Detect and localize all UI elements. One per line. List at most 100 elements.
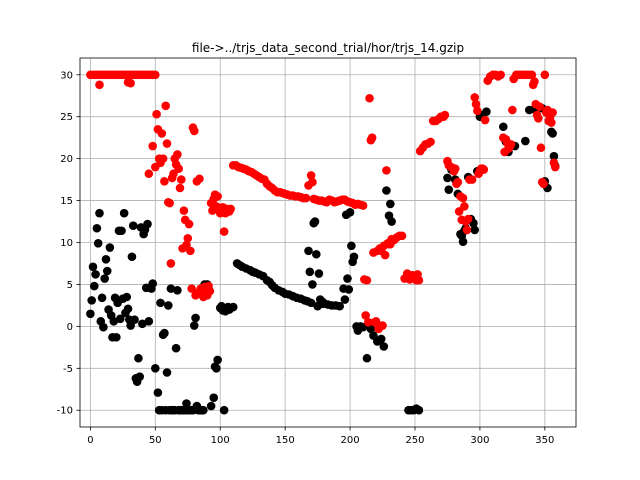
data-point (109, 317, 119, 326)
data-point (308, 280, 317, 289)
x-tick-label: 0 (87, 435, 93, 446)
data-point (308, 177, 317, 187)
data-point (160, 176, 169, 186)
data-point (175, 183, 185, 193)
data-point (458, 193, 468, 203)
data-point (414, 405, 424, 415)
data-point (380, 250, 390, 260)
data-point (314, 269, 324, 278)
data-point (304, 246, 313, 256)
data-point (158, 154, 168, 163)
ticks-layer: 0 50 100 150 200 250 300 350 -10 -5 0 5 10 15 20 25 30 (57, 70, 555, 446)
data-point (206, 401, 216, 411)
data-point (482, 107, 491, 116)
data-point (173, 150, 182, 159)
data-point (122, 292, 132, 302)
data-point (539, 179, 548, 189)
data-point (397, 231, 407, 241)
data-point (470, 225, 480, 235)
y-tick-label: 15 (60, 196, 73, 207)
data-point (126, 78, 135, 88)
data-point (463, 214, 473, 224)
data-point (89, 281, 99, 291)
data-point (182, 399, 191, 408)
data-point (343, 274, 352, 283)
data-point (498, 122, 508, 132)
data-point (386, 199, 395, 209)
data-point (347, 241, 356, 251)
data-point (205, 286, 215, 296)
chart-title: file->../trjs_data_second_trial/hor/trjs… (192, 41, 464, 55)
data-point (340, 295, 350, 304)
y-tick-label: 0 (67, 322, 73, 333)
data-point (95, 208, 104, 218)
data-point (176, 175, 186, 184)
data-point (536, 143, 546, 153)
data-point (460, 202, 469, 211)
data-point (496, 70, 505, 80)
data-point (88, 262, 98, 272)
data-point (148, 141, 158, 151)
data-point (143, 219, 152, 229)
data-point (443, 173, 452, 183)
data-point (151, 70, 160, 80)
data-point (100, 274, 109, 283)
data-point (310, 217, 320, 226)
data-point (174, 164, 183, 173)
data-point (97, 293, 107, 303)
data-point (99, 322, 108, 332)
data-point (479, 165, 489, 174)
data-point (119, 208, 129, 218)
data-point (349, 252, 359, 262)
data-point (153, 388, 163, 397)
y-tick-label: 25 (60, 112, 73, 123)
data-point (414, 275, 424, 285)
data-point (506, 140, 516, 149)
y-tick-label: 30 (60, 70, 73, 81)
y-tick-label: 10 (60, 238, 73, 249)
series-1 (86, 70, 560, 334)
data-point (226, 204, 235, 214)
data-point (134, 353, 143, 363)
data-point (191, 313, 200, 323)
data-point (219, 227, 229, 236)
data-point (195, 174, 204, 184)
data-point (173, 286, 182, 295)
data-point (148, 279, 158, 288)
data-point (183, 234, 193, 243)
data-point (363, 317, 373, 327)
data-point (199, 405, 208, 415)
data-point (535, 102, 544, 111)
data-point (301, 193, 311, 203)
x-tick-label: 250 (405, 435, 424, 446)
data-point (160, 328, 169, 338)
data-point (540, 70, 550, 80)
data-point (117, 226, 126, 236)
data-point (508, 105, 517, 115)
data-point (102, 266, 112, 276)
data-point (362, 353, 372, 363)
data-point (440, 110, 450, 120)
data-point (305, 267, 315, 277)
data-point (152, 109, 161, 119)
data-point (382, 166, 391, 175)
data-point (361, 311, 370, 320)
data-point (366, 324, 376, 334)
data-point (306, 298, 316, 308)
data-point (471, 99, 481, 109)
data-point (344, 285, 354, 294)
data-point (312, 249, 321, 259)
data-point (144, 317, 154, 326)
data-point (92, 223, 102, 233)
data-point (470, 93, 480, 102)
data-point (209, 393, 219, 402)
x-tick-label: 100 (211, 435, 230, 446)
data-point (335, 301, 344, 311)
data-point (93, 239, 103, 248)
data-point (163, 301, 173, 310)
data-point (345, 208, 355, 217)
data-point (450, 164, 460, 173)
data-point (549, 151, 559, 161)
points-layer (86, 70, 560, 415)
data-point (480, 115, 490, 125)
